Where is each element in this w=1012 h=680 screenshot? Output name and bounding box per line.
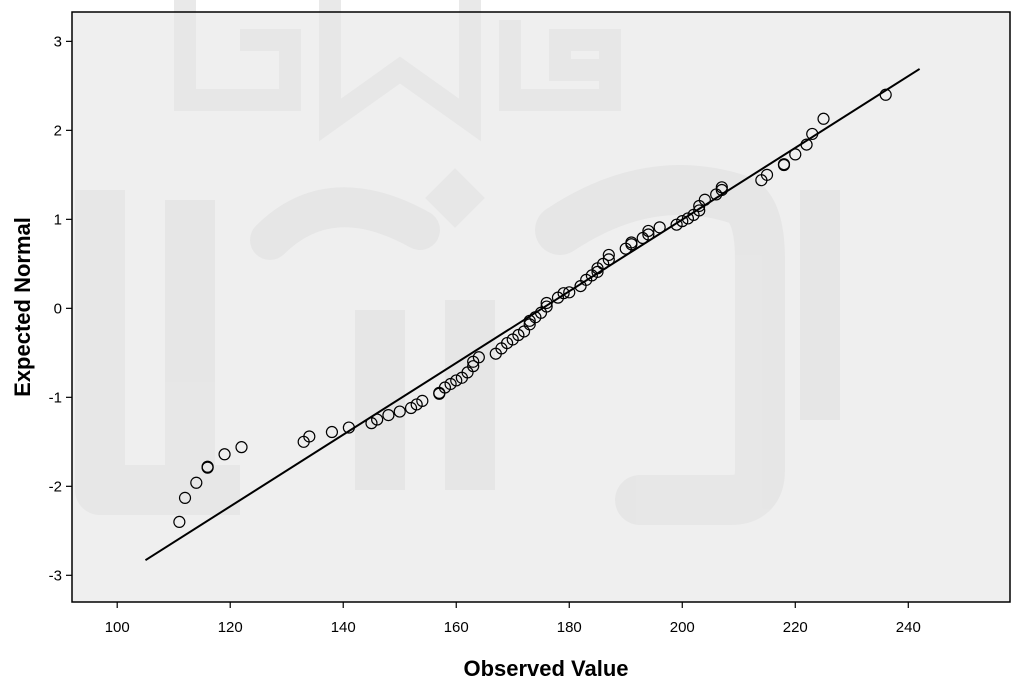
data-point <box>698 193 711 206</box>
data-point <box>789 148 802 161</box>
data-point <box>472 351 485 364</box>
data-point <box>218 448 231 461</box>
data-point <box>382 409 395 422</box>
data-point <box>416 394 429 407</box>
y-tick-label: -2 <box>49 478 62 495</box>
data-point <box>342 421 355 434</box>
data-point <box>760 168 774 181</box>
x-tick-label: 100 <box>105 619 130 636</box>
x-tick-label: 120 <box>218 619 243 636</box>
data-point <box>625 236 638 249</box>
data-point <box>178 491 192 504</box>
data-point <box>371 413 384 426</box>
x-tick-label: 200 <box>670 619 695 636</box>
data-point <box>879 88 892 101</box>
y-tick-label: 2 <box>54 122 62 139</box>
data-point <box>642 224 655 238</box>
x-tick-label: 240 <box>896 619 921 636</box>
data-point <box>393 405 406 418</box>
watermark-logo <box>75 0 840 525</box>
data-point <box>325 425 339 439</box>
x-tick-label: 220 <box>783 619 808 636</box>
data-point <box>303 430 316 443</box>
data-point <box>540 296 553 310</box>
x-tick-label: 180 <box>557 619 582 636</box>
data-points <box>173 88 892 529</box>
data-point <box>173 515 186 529</box>
data-point <box>715 183 728 197</box>
data-point <box>693 204 706 217</box>
data-point <box>467 360 480 373</box>
data-point <box>235 441 248 454</box>
data-point <box>190 476 203 489</box>
data-point <box>806 127 819 141</box>
data-point <box>642 228 655 241</box>
y-axis-title: Expected Normal <box>10 217 35 397</box>
data-point <box>715 181 728 194</box>
data-point <box>540 300 553 313</box>
data-point <box>201 460 214 473</box>
y-tick-label: 3 <box>54 33 62 50</box>
data-point <box>653 221 666 234</box>
data-point <box>591 265 604 278</box>
x-axis: 100 120 140 160 180 200 220 240 <box>105 602 921 636</box>
data-point <box>602 253 615 266</box>
data-point <box>817 112 830 125</box>
data-point <box>777 158 791 171</box>
x-axis-title: Observed Value <box>463 656 628 680</box>
plot-frame <box>71 11 1011 603</box>
x-tick-label: 160 <box>444 619 469 636</box>
data-point <box>800 138 813 151</box>
data-point <box>557 287 570 300</box>
x-tick-label: 140 <box>331 619 356 636</box>
y-tick-label: -3 <box>49 567 62 584</box>
y-tick-label: -1 <box>49 389 62 406</box>
data-point <box>602 248 615 262</box>
y-axis: -3 -2 -1 0 1 2 3 <box>49 33 72 584</box>
y-tick-label: 0 <box>54 300 62 317</box>
data-point <box>563 286 576 299</box>
y-tick-label: 1 <box>54 211 62 228</box>
data-point <box>676 215 689 228</box>
data-point <box>450 374 463 387</box>
